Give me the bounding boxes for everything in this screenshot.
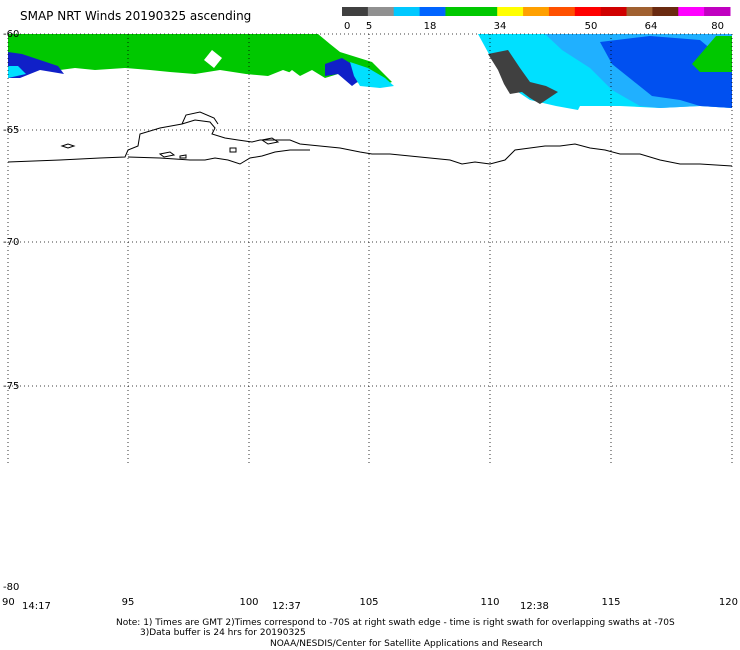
swath-left-cyan-east (350, 62, 394, 88)
lat-label: -60 (3, 29, 19, 40)
colorbar-bin (600, 7, 628, 16)
wind-swath-left (8, 34, 394, 88)
colorbar-bin (419, 7, 446, 16)
wind-swath-right (478, 34, 732, 110)
lat-label: -70 (3, 237, 19, 248)
swath-left-white-notch (285, 70, 300, 76)
colorbar-bin (574, 7, 602, 16)
lon-label: 110 (480, 597, 499, 608)
latitude-labels: -60 -65 -70 -75 -80 (3, 29, 19, 593)
wind-speed-colorbar: 0 5 18 34 50 64 80 (342, 7, 731, 32)
colorbar-tick-label: 0 (344, 21, 350, 32)
swath-time-labels: 14:17 12:37 12:38 (22, 601, 549, 612)
colorbar-bin (367, 7, 395, 16)
lon-label: 100 (239, 597, 258, 608)
colorbar-tick-label: 34 (494, 21, 507, 32)
lon-label: 105 (359, 597, 378, 608)
colorbar-tick-label: 50 (585, 21, 598, 32)
colorbar-tick-label: 64 (645, 21, 658, 32)
antarctic-coastline (7, 111, 733, 167)
swath-left-green (8, 34, 392, 86)
time-label: 12:38 (520, 601, 549, 612)
lon-label: 120 (719, 597, 738, 608)
coastline-main (7, 119, 733, 167)
note-line-2: 3)Data buffer is 24 hrs for 20190325 (140, 628, 306, 638)
coastline-inlet (181, 111, 219, 125)
lon-label: 115 (601, 597, 620, 608)
lon-label: 95 (122, 597, 135, 608)
swath-right-calm (488, 50, 558, 104)
swath-left-cyan-west (8, 66, 26, 78)
island-4 (260, 137, 280, 145)
time-label: 12:37 (272, 601, 301, 612)
colorbar-bin (523, 7, 550, 16)
footer-notes: Note: 1) Times are GMT 2)Times correspon… (116, 618, 675, 649)
colorbar-bin (548, 7, 576, 16)
map-title: SMAP NRT Winds 20190325 ascending (20, 9, 251, 23)
lat-label: -75 (3, 381, 19, 392)
swath-right-green (692, 36, 732, 72)
island-5 (229, 147, 237, 153)
swath-left-gap (204, 50, 222, 68)
island-2 (158, 151, 176, 158)
colorbar-bin (471, 7, 498, 16)
colorbar-bin (626, 7, 653, 16)
swath-right-blue (600, 36, 732, 108)
lat-label: -80 (3, 582, 19, 593)
colorbar-bin (342, 7, 369, 16)
colorbar-bin (445, 7, 472, 16)
colorbar-tick-label: 80 (711, 21, 724, 32)
note-line-1: Note: 1) Times are GMT 2)Times correspon… (116, 618, 675, 628)
colorbar-tick-label: 5 (366, 21, 372, 32)
colorbar-bin (704, 7, 731, 16)
time-label: 14:17 (22, 601, 51, 612)
colorbar-tick-label: 18 (424, 21, 437, 32)
colorbar-bin (393, 7, 421, 16)
coastline-shelf (127, 149, 310, 165)
graticule (7, 33, 733, 466)
lat-label: -65 (3, 125, 19, 136)
lon-label: 90 (2, 597, 15, 608)
colorbar-bin (652, 7, 679, 16)
island-3 (179, 154, 187, 159)
longitude-labels: 90 95 100 105 110 115 120 (2, 597, 738, 608)
note-line-3: NOAA/NESDIS/Center for Satellite Applica… (270, 639, 543, 649)
island-1 (60, 143, 76, 149)
colorbar-bin (497, 7, 524, 16)
colorbar-bin (678, 7, 705, 16)
